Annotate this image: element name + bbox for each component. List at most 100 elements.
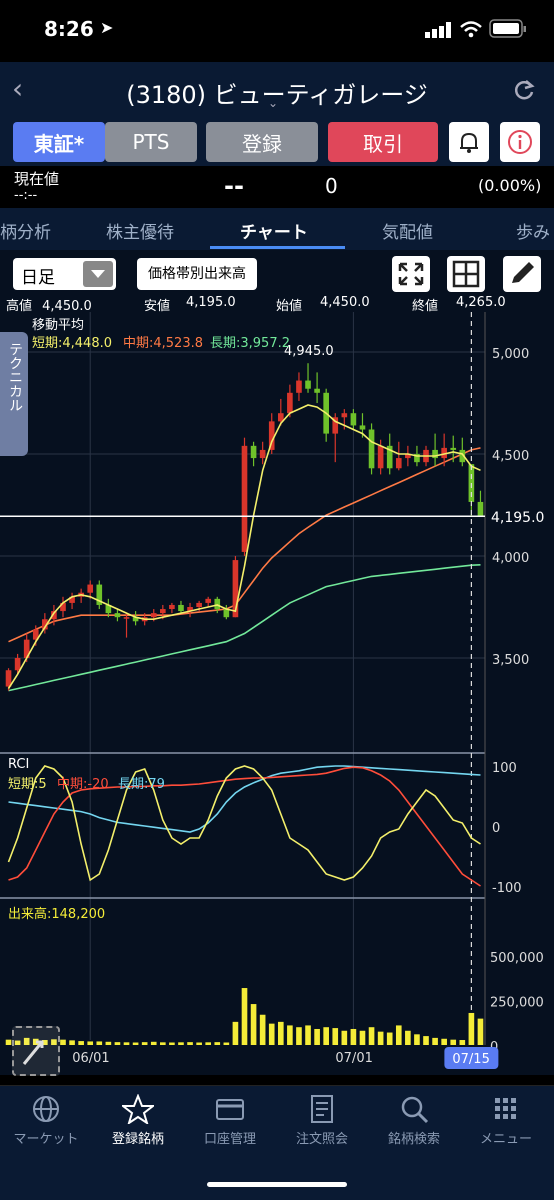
bell-button[interactable] (449, 122, 489, 162)
candle-body (432, 449, 438, 459)
pts-button[interactable]: PTS (105, 122, 197, 162)
volume-bar (395, 1025, 402, 1045)
volume-legend: 出来高:148,200 (8, 907, 106, 922)
volume-bar (432, 1037, 438, 1045)
battery-icon (489, 19, 526, 38)
tab-analysis[interactable]: 柄分析 (0, 223, 51, 243)
volume-bar (60, 1039, 66, 1045)
high-label: 高値 (6, 299, 33, 314)
trade-button[interactable]: 取引 (328, 122, 438, 162)
document-icon (311, 1095, 333, 1123)
rci-tick-label: 100 (492, 761, 517, 776)
cursor-icon (22, 1040, 44, 1065)
tab-quotes[interactable]: 気配値 (382, 223, 433, 243)
volume-bar (386, 1032, 393, 1045)
candle-body (296, 380, 302, 393)
volume-bar (296, 1027, 302, 1045)
volume-bar (51, 1039, 57, 1045)
chevron-down-icon[interactable]: ⌄ (268, 96, 279, 110)
candle-body (287, 392, 293, 414)
refresh-icon[interactable] (512, 78, 536, 102)
date-tick-label: 07/01 (335, 1051, 372, 1066)
nav-watchlist[interactable]: 登録銘柄 (92, 1086, 184, 1156)
market-tse-button[interactable]: 東証* (13, 122, 105, 162)
draw-button[interactable] (503, 256, 541, 292)
rci-mid-legend: 中期:-20 (57, 777, 109, 792)
volume-bar (141, 1042, 148, 1045)
current-price-value: -- (224, 172, 244, 200)
candle-body (250, 445, 257, 459)
nav-market[interactable]: マーケット (0, 1086, 92, 1156)
wifi-icon (460, 21, 482, 38)
cursor-tool-button[interactable] (12, 1026, 60, 1076)
register-button[interactable]: 登録 (206, 122, 318, 162)
price-tick-label: 3,500 (492, 653, 529, 668)
expand-icon (398, 262, 424, 286)
crosshair-date-tag-bg (444, 1047, 499, 1069)
price-row: 現在値 --:-- -- 0 (0.00%) (0, 166, 554, 208)
volume-bar (268, 1023, 275, 1045)
candle-body (459, 449, 466, 463)
bell-icon (460, 132, 478, 153)
volume-bar (459, 1040, 466, 1045)
candle-body (386, 445, 393, 469)
fullscreen-button[interactable] (392, 256, 430, 292)
volume-bar (450, 1039, 457, 1045)
volume-bar (23, 1037, 30, 1045)
candle-body (205, 598, 212, 603)
candle-body (359, 425, 366, 430)
volume-bar (114, 1042, 121, 1045)
volume-bar (423, 1036, 429, 1045)
current-price-tag: 4,195.0 (491, 510, 544, 526)
volume-bar (341, 1030, 348, 1045)
period-select[interactable]: 日足 (13, 258, 116, 290)
candle-body (160, 609, 166, 614)
rci-tick-label: 0 (492, 821, 500, 836)
candle-body (450, 447, 457, 450)
rci-long-legend: 長期:79 (118, 777, 165, 792)
rci-long-line (8, 765, 481, 833)
candle-body (96, 584, 103, 605)
volume-bar (468, 1012, 475, 1045)
candle-body (69, 596, 75, 603)
volume-bar (150, 1041, 157, 1045)
tab-time-and-sales[interactable]: 歩み (516, 223, 550, 243)
ma-mid-line (8, 447, 481, 643)
home-indicator-area (0, 1155, 554, 1200)
volume-bar (323, 1027, 329, 1045)
nav-account[interactable]: 口座管理 (184, 1086, 276, 1156)
back-icon[interactable]: ‹ (12, 72, 24, 105)
tab-chart[interactable]: チャート (240, 223, 308, 243)
volume-bar (241, 988, 248, 1045)
nav-orders[interactable]: 注文照会 (276, 1086, 368, 1156)
signal-icon (425, 22, 451, 38)
current-price-label: 現在値 (14, 170, 60, 188)
tab-shareholder-benefits[interactable]: 株主優待 (106, 223, 174, 243)
candle-body (14, 658, 21, 671)
low-label: 安値 (144, 299, 171, 314)
volume-bar (196, 1042, 202, 1045)
high-value: 4,450.0 (42, 299, 92, 314)
nav-market-label: マーケット (13, 1132, 79, 1147)
info-button[interactable] (500, 122, 540, 162)
volume-bar (414, 1034, 420, 1045)
layout-button[interactable] (447, 256, 485, 292)
chart-svg[interactable]: 5,000 4,500 4,000 3,500 4,945.0 4,195.0 100 0 -1… (0, 250, 554, 1075)
volume-bar (78, 1041, 84, 1045)
globe-icon (33, 1096, 59, 1122)
volume-tick-label: 250,000 (490, 996, 544, 1011)
nav-search[interactable]: 銘柄検索 (368, 1086, 460, 1156)
candle-body (42, 619, 48, 630)
page-title[interactable]: (3180) ビューティガレージ (126, 81, 428, 109)
nav-menu[interactable]: メニュー (460, 1086, 552, 1156)
star-icon (120, 1093, 156, 1126)
volume-by-price-button[interactable]: 価格帯別出来高 (137, 258, 257, 290)
nav-menu-label: メニュー (479, 1132, 532, 1147)
technical-side-tab[interactable]: テクニカル (0, 332, 28, 456)
candle-body (259, 449, 266, 459)
volume-bar (5, 1039, 12, 1045)
header: ‹ (3180) ビューティガレージ ⌄ (0, 62, 554, 118)
volume-bar (105, 1041, 112, 1045)
volume-bar (277, 1021, 284, 1045)
volume-bar (14, 1040, 21, 1045)
